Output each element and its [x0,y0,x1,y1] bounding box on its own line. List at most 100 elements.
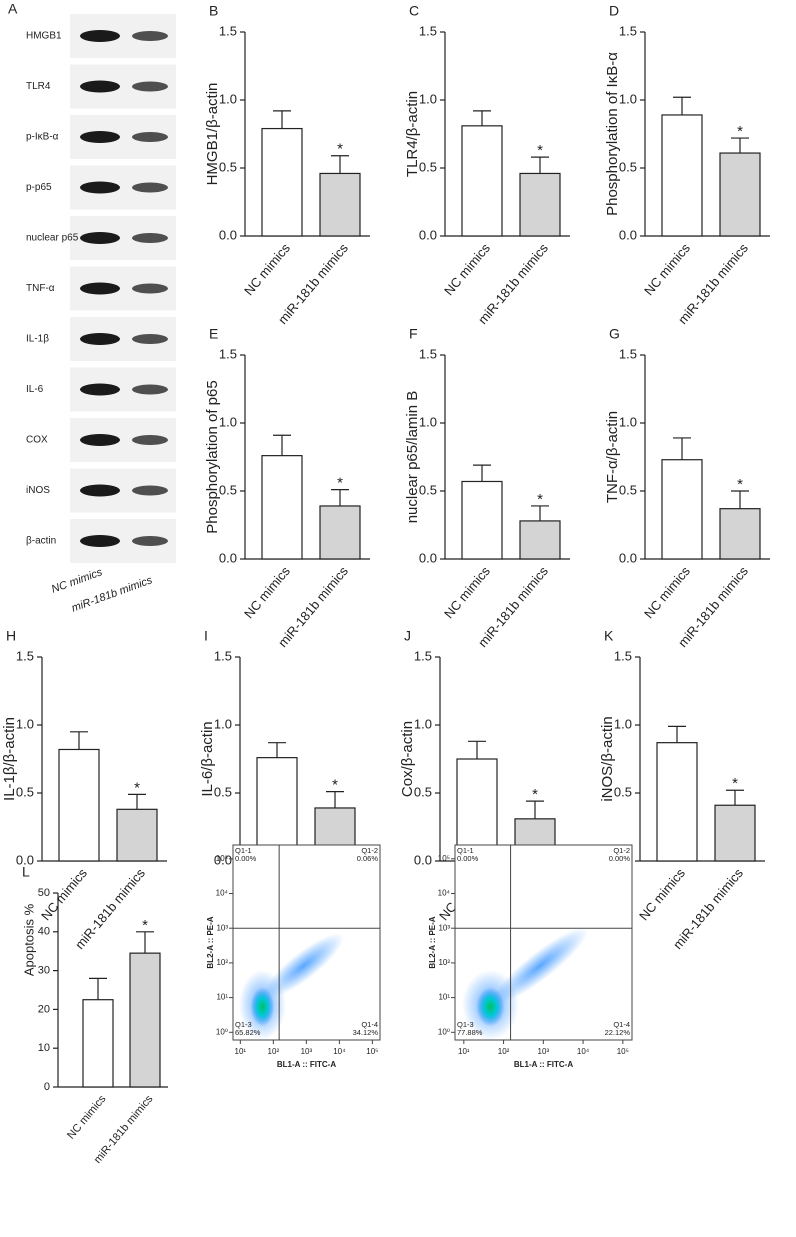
blot-row-label: nuclear p65 [26,233,79,244]
y-tick-label: 10² [438,958,450,967]
y-tick-label: 0.5 [219,482,237,497]
quadrant-percent: 0.00% [609,854,631,863]
y-tick-label: 0.0 [619,227,637,242]
x-tick-label: 10³ [301,1047,313,1056]
bar [129,952,161,1088]
blot-row-label: p-p65 [26,182,52,193]
y-tick-label: 0.0 [214,852,232,867]
y-tick-label: 0.5 [619,159,637,174]
quadrant-percent: 34.12% [353,1028,379,1037]
y-tick-label: 1.5 [414,648,432,663]
quadrant-name: Q1-4 [613,1020,630,1029]
quadrant-name: Q1-4 [361,1020,378,1029]
y-tick-label: 0.5 [619,482,637,497]
blot-band [80,535,120,547]
y-axis-label: IL-1β/β-actin [1,717,18,801]
y-tick-label: 0.5 [219,159,237,174]
significance-label: * [142,917,148,934]
quadrant-percent: 65.82% [235,1028,261,1037]
bar [461,480,503,560]
y-axis-label: Cox/β-actin [399,721,416,797]
y-tick-label: 10⁵ [438,854,450,863]
significance-label: * [134,779,140,796]
y-tick-label: 0.5 [614,784,632,799]
density-streak [491,927,589,1005]
quadrant-name: Q1-3 [235,1020,252,1029]
significance-label: * [532,786,538,803]
quadrant-percent: 0.00% [235,854,257,863]
blot-row-label: TLR4 [26,81,51,92]
panel-label: C [409,3,419,19]
blot-band [80,333,120,345]
blot-row-label: β-actin [26,536,56,547]
bar [719,508,761,560]
bar [261,455,303,560]
blot-band [132,31,168,41]
y-tick-label: 1.0 [419,414,437,429]
quadrant-name: Q1-1 [457,846,474,855]
blot-band [132,435,168,445]
y-tick-label: 1.5 [16,648,34,663]
x-tick-label: 10² [268,1047,280,1056]
y-axis-label: TNF-α/β-actin [604,411,621,503]
y-tick-label: 1.5 [419,346,437,361]
density-core [250,987,275,1027]
y-tick-label: 1.0 [16,716,34,731]
x-tick-label: NC mimics [65,1093,109,1142]
y-tick-label: 1.5 [219,346,237,361]
y-tick-label: 0.0 [219,227,237,242]
x-tick-label: NC mimics [441,563,493,621]
y-tick-label: 1.5 [419,23,437,38]
bar [319,172,361,237]
y-tick-label: 1.0 [414,716,432,731]
y-tick-label: 1.5 [619,346,637,361]
quadrant-percent: 77.88% [457,1028,483,1037]
blot-band [80,30,120,42]
blot-band [80,80,120,93]
y-tick-label: 1.5 [619,23,637,38]
blot-row-label: TNF-α [26,283,55,294]
panel-label: J [404,628,411,644]
y-tick-label: 30 [38,965,50,977]
bar [656,742,698,862]
y-tick-label: 0.0 [219,550,237,565]
y-tick-label: 1.0 [219,91,237,106]
y-tick-label: 1.0 [219,414,237,429]
bar [261,127,303,237]
y-tick-label: 10⁰ [438,1027,450,1036]
quadrant-name: Q1-2 [613,846,630,855]
blot-band [132,81,168,92]
bar [519,520,561,560]
panel-label: A [8,1,18,17]
panel-label: L [22,864,30,880]
quadrant-percent: 22.12% [605,1028,631,1037]
x-tick-label: 10⁴ [577,1047,590,1056]
y-tick-label: 0.0 [16,852,34,867]
density-core [476,987,505,1027]
x-axis-label: BL1-A :: FITC-A [514,1060,573,1069]
quadrant-name: Q1-2 [361,846,378,855]
panel-label: B [209,3,218,19]
blot-row-label: IL-6 [26,384,44,395]
significance-label: * [537,491,543,508]
blot-band [80,282,120,295]
x-tick-label: 10² [498,1047,510,1056]
y-axis-label: iNOS/β-actin [599,716,616,801]
y-tick-label: 1.0 [619,91,637,106]
y-tick-label: 0.0 [419,550,437,565]
blot-row-label: IL-1β [26,334,49,345]
y-axis-label: TLR4/β-actin [404,91,421,177]
x-tick-label: NC mimics [241,563,293,621]
panel-label: I [204,628,208,644]
y-tick-label: 10⁴ [216,889,229,898]
bar [82,999,114,1088]
y-tick-label: 10⁴ [438,889,451,898]
blot-band [132,132,168,142]
blot-band [132,536,168,546]
y-axis-label: Phosphorylation of p65 [204,380,221,533]
blot-band [132,485,168,496]
quadrant-percent: 0.00% [457,854,479,863]
quadrant-name: Q1-3 [457,1020,474,1029]
y-tick-label: 1.5 [614,648,632,663]
y-axis-label: HMGB1/β-actin [204,83,221,186]
